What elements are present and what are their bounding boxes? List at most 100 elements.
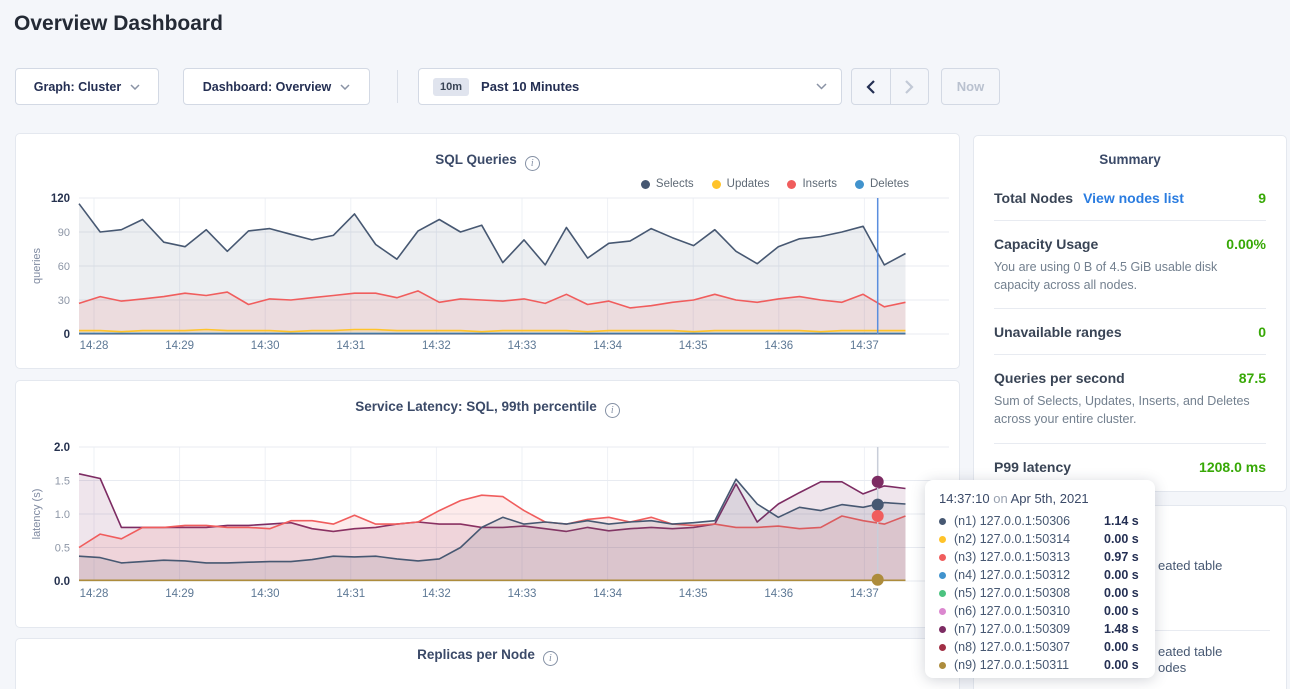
- svg-text:14:33: 14:33: [508, 588, 537, 600]
- svg-text:14:36: 14:36: [764, 588, 793, 600]
- legend-item[interactable]: Inserts: [787, 178, 837, 190]
- info-icon[interactable]: i: [524, 156, 540, 171]
- info-icon[interactable]: i: [604, 403, 620, 418]
- info-icon[interactable]: i: [542, 651, 558, 666]
- svg-text:14:30: 14:30: [251, 340, 280, 352]
- node-color-dot-icon: [939, 661, 946, 669]
- graph-dropdown[interactable]: Graph: Cluster: [15, 68, 159, 105]
- summary-row-link[interactable]: View nodes list: [1083, 190, 1184, 206]
- summary-row-label: Queries per second: [994, 370, 1125, 387]
- svg-text:14:37: 14:37: [850, 340, 879, 352]
- tooltip-node-row: (n8) 127.0.0.1:50307 0.00 s: [939, 638, 1141, 656]
- summary-rows: Total Nodes View nodes list 9 Capacity U…: [974, 167, 1286, 489]
- svg-text:14:29: 14:29: [165, 340, 194, 352]
- summary-row-value: 87.5: [1238, 370, 1266, 387]
- legend-item[interactable]: Selects: [640, 178, 694, 190]
- event-row-fragment: eated table: [1158, 558, 1223, 573]
- summary-row-subtext: Sum of Selects, Updates, Inserts, and De…: [994, 394, 1250, 427]
- tooltip-node-row: (n4) 127.0.0.1:50312 0.00 s: [939, 566, 1141, 584]
- summary-row-value: 0: [1258, 324, 1266, 341]
- svg-text:60: 60: [58, 261, 70, 273]
- svg-text:0.5: 0.5: [55, 543, 70, 555]
- chart-title-replicas: Replicas per Node i: [16, 647, 959, 666]
- tooltip-timestamp: 14:37:10 on Apr 5th, 2021: [939, 491, 1089, 506]
- replicas-per-node-card: Replicas per Node i: [15, 638, 960, 689]
- chevron-down-icon: [340, 83, 350, 90]
- dashboard-dropdown[interactable]: Dashboard: Overview: [183, 68, 370, 105]
- page-title: Overview Dashboard: [14, 12, 223, 35]
- tooltip-node-label: (n5) 127.0.0.1:50308: [954, 586, 1071, 600]
- sql-queries-card: SQL Queries i Selects Updates Inserts Del…: [15, 133, 960, 369]
- time-range-label: Past 10 Minutes: [481, 79, 580, 94]
- dashboard-dropdown-label: Dashboard: Overview: [202, 79, 332, 94]
- legend-label: Selects: [655, 178, 694, 190]
- node-color-dot-icon: [939, 553, 946, 561]
- legend-dot-icon: [640, 179, 650, 189]
- tooltip-node-label: (n2) 127.0.0.1:50314: [954, 532, 1071, 546]
- legend-dot-icon: [855, 179, 864, 189]
- tooltip-node-value: 1.48 s: [1104, 622, 1139, 636]
- event-row-fragment: eated table: [1158, 644, 1223, 659]
- legend-label: Updates: [726, 178, 770, 190]
- service-latency-chart[interactable]: 14:28 14:29 14:30 14:31 14:32 14:33 14:34 14:35…: [16, 381, 959, 632]
- tooltip-node-value: 0.00 s: [1104, 604, 1139, 618]
- svg-text:14:34: 14:34: [593, 340, 622, 352]
- svg-text:14:28: 14:28: [80, 340, 109, 352]
- svg-text:14:32: 14:32: [422, 340, 451, 352]
- tooltip-node-label: (n3) 127.0.0.1:50313: [954, 550, 1071, 564]
- tooltip-node-value: 0.00 s: [1104, 568, 1139, 582]
- svg-text:14:35: 14:35: [679, 340, 708, 352]
- svg-text:14:36: 14:36: [764, 340, 793, 352]
- time-prev-button[interactable]: [852, 69, 890, 104]
- chart-title-service-latency: Service Latency: SQL, 99th percentile i: [16, 399, 959, 418]
- svg-text:14:31: 14:31: [336, 588, 365, 600]
- time-next-button[interactable]: [889, 69, 929, 104]
- chart-legend: Selects Updates Inserts Deletes: [640, 178, 909, 190]
- legend-dot-icon: [787, 179, 797, 189]
- event-row-fragment: odes: [1158, 660, 1187, 675]
- legend-label: Deletes: [870, 178, 909, 190]
- summary-row: Unavailable ranges 0: [994, 308, 1266, 354]
- svg-text:1.5: 1.5: [55, 476, 70, 488]
- svg-text:14:28: 14:28: [80, 588, 109, 600]
- svg-text:120: 120: [51, 193, 70, 205]
- svg-text:90: 90: [58, 227, 70, 239]
- summary-row-label: P99 latency: [994, 458, 1072, 475]
- tooltip-node-row: (n7) 127.0.0.1:50309 1.48 s: [939, 620, 1141, 638]
- legend-label: Inserts: [802, 178, 837, 190]
- summary-row-label: Capacity Usage: [994, 236, 1099, 252]
- summary-row-value: 0.00%: [1226, 236, 1266, 252]
- tooltip-node-value: 0.00 s: [1104, 532, 1139, 546]
- summary-row: Capacity Usage 0.00% You are using 0 B o…: [994, 220, 1266, 308]
- summary-row-value: 9: [1258, 190, 1266, 206]
- node-color-dot-icon: [939, 589, 946, 597]
- svg-text:14:35: 14:35: [679, 588, 708, 600]
- svg-text:14:31: 14:31: [336, 340, 365, 352]
- tooltip-node-row: (n2) 127.0.0.1:50314 0.00 s: [939, 530, 1141, 548]
- svg-text:14:30: 14:30: [251, 588, 280, 600]
- divider: [397, 70, 398, 103]
- summary-row: Total Nodes View nodes list 9: [994, 175, 1266, 220]
- now-button[interactable]: Now: [941, 68, 1000, 105]
- sql-queries-chart[interactable]: 14:28 14:29 14:30 14:31 14:32 14:33 14:34 14:35…: [16, 134, 959, 373]
- summary-row: Queries per second 87.5 Sum of Selects, …: [994, 354, 1266, 442]
- node-color-dot-icon: [939, 643, 946, 651]
- node-color-dot-icon: [939, 625, 946, 633]
- time-range-dropdown[interactable]: 10m Past 10 Minutes: [418, 68, 842, 105]
- tooltip-node-label: (n8) 127.0.0.1:50307: [954, 640, 1071, 654]
- tooltip-node-value: 0.00 s: [1104, 586, 1139, 600]
- tooltip-node-value: 0.00 s: [1104, 640, 1139, 654]
- svg-text:14:32: 14:32: [422, 588, 451, 600]
- svg-text:14:37: 14:37: [850, 588, 879, 600]
- tooltip-node-value: 0.00 s: [1104, 658, 1139, 672]
- summary-row: P99 latency 1208.0 ms: [994, 442, 1266, 489]
- svg-text:1.0: 1.0: [55, 509, 70, 521]
- chevron-down-icon: [130, 83, 140, 90]
- tooltip-node-value: 1.14 s: [1104, 514, 1139, 528]
- summary-title: Summary: [1099, 152, 1161, 167]
- tooltip-node-label: (n7) 127.0.0.1:50309: [954, 622, 1071, 636]
- legend-item[interactable]: Updates: [711, 178, 770, 190]
- tooltip-node-label: (n4) 127.0.0.1:50312: [954, 568, 1071, 582]
- legend-item[interactable]: Deletes: [855, 178, 909, 190]
- tooltip-node-row: (n5) 127.0.0.1:50308 0.00 s: [939, 584, 1141, 602]
